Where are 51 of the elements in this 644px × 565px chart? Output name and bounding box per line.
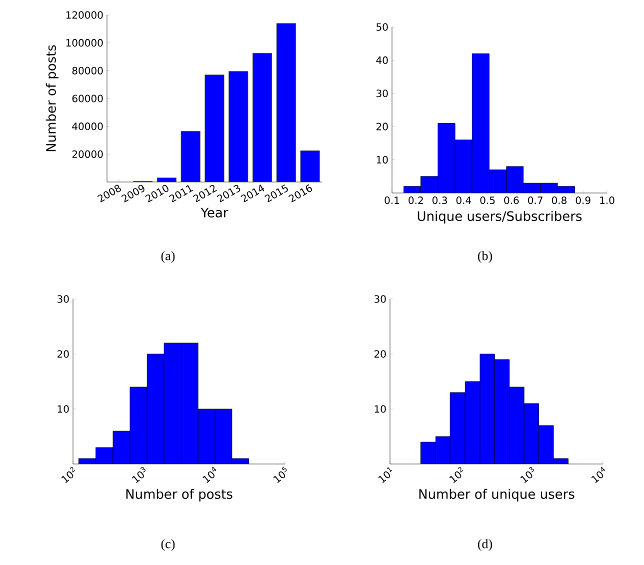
bar	[276, 23, 296, 182]
text: (a)	[161, 251, 175, 263]
bar	[228, 71, 248, 182]
y-tick-label: 20	[374, 350, 386, 358]
x-tick-label: 0.3	[432, 196, 447, 204]
text: (c)	[161, 539, 175, 551]
bar	[180, 131, 200, 182]
x-tick-label: 0.4	[456, 196, 472, 204]
bar	[204, 74, 224, 182]
y-tick-label: 40000	[72, 122, 103, 130]
x-tick-label: 1.0	[600, 196, 614, 204]
x-tick-label: 0.9	[576, 196, 590, 204]
text: (d)	[478, 539, 492, 551]
y-tick-label: 10	[58, 405, 69, 413]
y-tick-label: 20000	[72, 150, 103, 158]
y-tick-label: 30	[374, 295, 386, 303]
x-tick-label: 10$^{2}$	[61, 467, 76, 484]
x-tick-label: 0.5	[480, 196, 495, 204]
y-tick-label: 40	[376, 56, 388, 64]
y-axis-title: Number of posts	[46, 45, 58, 152]
x-tick-label: 0.6	[504, 196, 519, 204]
y-tick-label: 10	[376, 156, 388, 164]
x-axis-title: Number of unique users	[419, 488, 574, 502]
x-tick-label: 0.8	[552, 196, 566, 204]
y-tick-label: 20	[376, 122, 388, 130]
x-tick-label: 10$^{2}$	[449, 467, 464, 484]
x-axis-title: Number of posts	[126, 488, 232, 502]
y-tick-label: 30	[376, 90, 388, 98]
bar	[156, 178, 176, 182]
y-tick-label: 10	[374, 405, 386, 413]
y-tick-label: 30	[58, 295, 69, 303]
x-tick-label: 10$^{5}$	[273, 466, 287, 483]
bar	[252, 53, 272, 182]
x-tick-label: 0.2	[408, 196, 423, 204]
bar	[300, 150, 320, 182]
x-tick-label: 10$^{4}$	[591, 466, 605, 483]
y-tick-label: 80000	[72, 66, 103, 74]
x-axis-title: Year	[200, 208, 228, 218]
y-tick-label: 60000	[72, 94, 103, 102]
x-tick-label: 10$^{4}$	[202, 466, 216, 483]
x-tick-label: 10$^{3}$	[132, 467, 146, 484]
x-tick-label: 10$^{1}$	[378, 467, 392, 483]
y-tick-label: 100000	[66, 39, 103, 47]
y-tick-label: 120000	[66, 11, 103, 19]
x-tick-label: 0.1	[384, 196, 400, 204]
x-tick-label: 10$^{3}$	[520, 467, 534, 484]
x-axis-title: Unique users/Subscribers	[418, 210, 582, 224]
x-tick-label: 0.7	[528, 196, 542, 204]
y-tick-label: 20	[57, 350, 69, 358]
text: (b)	[478, 251, 492, 263]
y-tick-label: 50	[376, 23, 388, 31]
